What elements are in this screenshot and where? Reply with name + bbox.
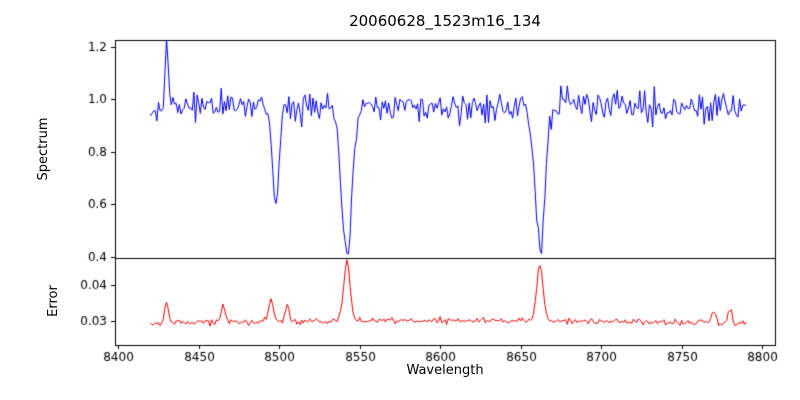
x-axis-label: Wavelength <box>406 363 484 378</box>
error-y-axis-label: Error <box>46 285 61 317</box>
chart-title: 20060628_1523m16_134 <box>349 12 541 30</box>
